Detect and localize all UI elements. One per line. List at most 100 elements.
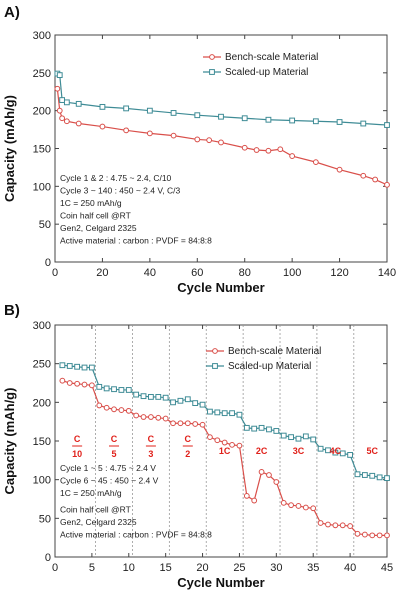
data-point xyxy=(206,137,213,144)
y-tick-label: 300 xyxy=(33,320,51,332)
data-point xyxy=(280,432,287,439)
y-tick-label: 50 xyxy=(39,513,51,525)
rate-label-text: C xyxy=(111,434,118,444)
legend: Bench-scale Material Scaled-up Material xyxy=(206,346,321,372)
legend-marker xyxy=(212,348,218,354)
data-point xyxy=(125,407,132,414)
data-point xyxy=(376,474,383,481)
data-point xyxy=(384,181,390,188)
data-point xyxy=(325,521,331,528)
rate-label-text: 2C xyxy=(256,446,268,456)
annotation-notes: Cycle 1 & 2 : 4.75 ~ 2.4, C/10 Cycle 3 ~ … xyxy=(60,173,212,246)
data-point xyxy=(177,397,184,404)
annotation-notes: Cycle 1 ~ 5 : 4.75 ~ 2.4 V Cycle 6 ~ 45 :… xyxy=(60,463,212,540)
data-point xyxy=(148,414,154,420)
rate-label-denominator: 10 xyxy=(72,449,82,459)
data-point xyxy=(148,394,154,400)
note-line: Active material : carbon : PVDF = 84:8:8 xyxy=(60,236,212,246)
data-point xyxy=(266,426,272,433)
data-point xyxy=(214,437,221,444)
y-tick-label: 250 xyxy=(33,68,51,80)
rate-label: 4C xyxy=(330,446,342,456)
data-point xyxy=(317,520,324,526)
x-tick-label: 0 xyxy=(52,267,58,279)
data-point xyxy=(63,118,70,125)
rate-label-text: C xyxy=(185,434,192,444)
data-point xyxy=(302,504,309,511)
rate-label: C3 xyxy=(145,434,156,459)
data-point xyxy=(66,380,73,386)
x-tick-label: 40 xyxy=(144,267,156,279)
note-line: Cycle 1 ~ 5 : 4.75 ~ 2.4 V xyxy=(60,463,156,473)
data-point xyxy=(59,362,66,369)
data-point xyxy=(133,391,140,398)
data-point xyxy=(123,105,130,112)
data-point xyxy=(310,436,317,443)
data-point xyxy=(317,445,324,452)
y-axis-title: Capacity (mAh/g) xyxy=(2,388,17,495)
y-tick-label: 200 xyxy=(33,106,51,118)
data-point xyxy=(251,497,258,504)
legend-label: Bench-scale Material xyxy=(228,346,321,357)
data-point xyxy=(133,412,140,419)
data-point xyxy=(339,450,346,457)
note-line: Coin half cell @RT xyxy=(60,211,131,221)
data-point xyxy=(347,523,354,529)
legend-marker xyxy=(209,54,215,60)
note-line: Active material : carbon : PVDF = 84:8:8 xyxy=(60,530,212,540)
rate-label: 1C xyxy=(219,446,231,456)
note-line: Coin half cell @RT xyxy=(60,505,131,515)
rate-label: 5C xyxy=(366,446,378,456)
data-point xyxy=(376,532,383,539)
x-tick-label: 45 xyxy=(381,562,393,574)
y-tick-label: 250 xyxy=(33,359,51,371)
y-tick-label: 0 xyxy=(45,552,51,564)
data-point xyxy=(177,420,184,427)
data-point xyxy=(361,531,368,538)
series-bench-scale xyxy=(59,377,390,539)
data-point xyxy=(221,439,228,446)
data-point xyxy=(88,364,95,371)
x-tick-label: 120 xyxy=(330,267,348,279)
y-tick-label: 0 xyxy=(45,257,51,269)
note-line: 1C = 250 mAh/g xyxy=(60,488,122,498)
data-point xyxy=(241,144,248,151)
data-point xyxy=(103,385,110,392)
x-tick-label: 35 xyxy=(307,562,319,574)
data-point xyxy=(170,132,177,139)
data-point xyxy=(111,406,117,413)
data-point xyxy=(347,452,354,458)
data-point xyxy=(96,402,103,409)
data-point xyxy=(384,122,390,128)
data-point xyxy=(162,394,169,401)
x-tick-label: 100 xyxy=(283,267,301,279)
data-point xyxy=(354,530,361,537)
rate-label-text: C xyxy=(74,434,81,444)
data-point xyxy=(354,471,361,478)
data-point xyxy=(81,381,88,388)
x-tick-label: 20 xyxy=(196,562,208,574)
series-bench-scale xyxy=(54,85,390,188)
data-point xyxy=(265,147,272,154)
x-tick-label: 40 xyxy=(344,562,356,574)
data-point xyxy=(325,447,331,454)
data-point xyxy=(288,502,294,509)
data-point xyxy=(184,396,191,403)
data-point xyxy=(170,399,176,406)
panel-label: A) xyxy=(4,4,20,21)
data-point xyxy=(54,85,61,92)
note-line: 1C = 250 mAh/g xyxy=(60,198,122,208)
data-point xyxy=(280,499,287,506)
data-point xyxy=(170,110,177,116)
data-point xyxy=(74,363,81,370)
x-axis-title: Cycle Number xyxy=(177,575,264,590)
data-point xyxy=(99,123,106,130)
data-point xyxy=(59,377,66,384)
data-point xyxy=(74,380,81,387)
data-point xyxy=(218,139,224,146)
rate-label: C 10 xyxy=(72,434,82,459)
rate-label: C2 xyxy=(182,434,193,459)
data-point xyxy=(273,428,280,434)
